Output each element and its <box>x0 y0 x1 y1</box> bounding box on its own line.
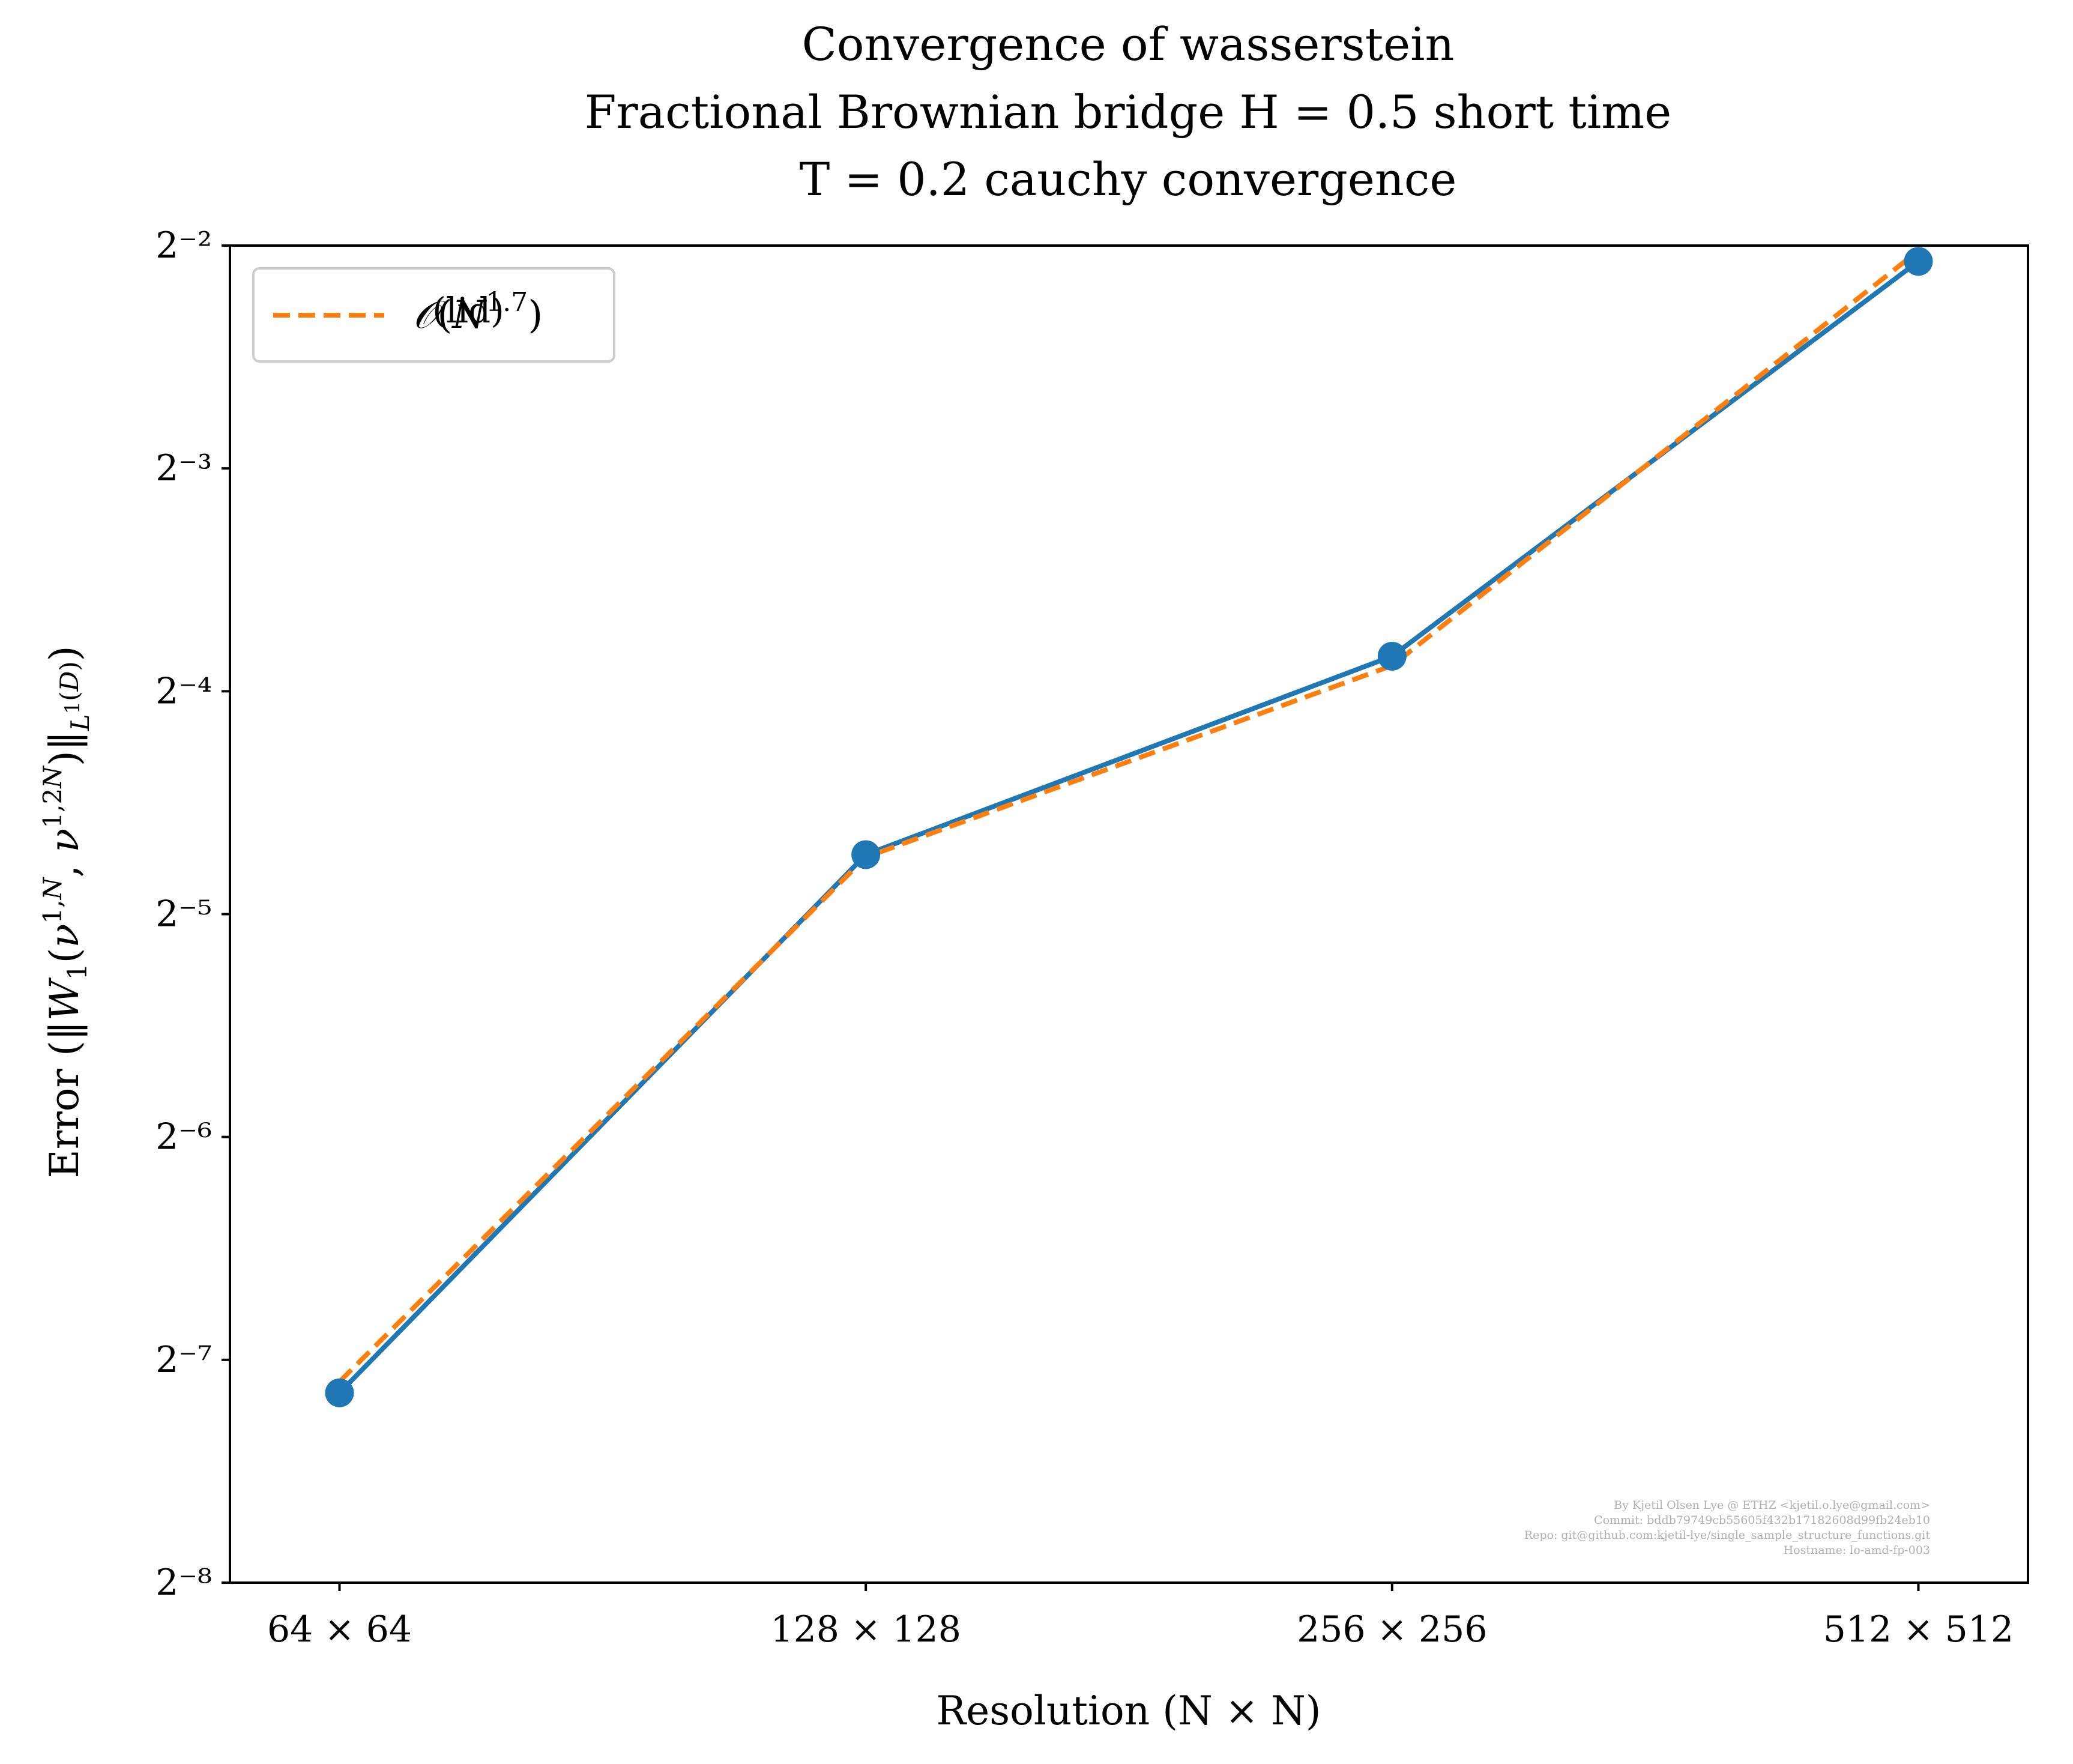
legend-entry-label: 𝒪(N1.7) <box>413 287 543 337</box>
series-line-reference-order <box>337 249 1920 1383</box>
x-axis-ticks: 64 × 64 128 × 128 256 × 256 512 × 512 <box>267 1583 2014 1651</box>
watermark-line: By Kjetil Olsen Lye @ ETHZ <kjetil.o.lye… <box>1614 1499 1930 1512</box>
x-tick-label: 64 × 64 <box>267 1608 412 1651</box>
legend-box <box>252 267 615 363</box>
x-tick-label: 512 × 512 <box>1823 1608 2014 1651</box>
data-point-marker <box>1377 641 1407 671</box>
x-tick-label: 128 × 128 <box>770 1608 961 1651</box>
x-tick-label: 256 × 256 <box>1297 1608 1487 1651</box>
y-tick-label: 2⁻⁸ <box>155 1562 212 1604</box>
y-tick-label: 2⁻⁴ <box>155 670 212 712</box>
chart-title-line: Convergence of wasserstein <box>802 17 1455 71</box>
y-tick-label: 2⁻³ <box>155 447 212 489</box>
watermark-line: Commit: bddb79749cb55605f432b17182608d99… <box>1594 1514 1930 1527</box>
watermark: By Kjetil Olsen Lye @ ETHZ <kjetil.o.lye… <box>1524 1499 1931 1557</box>
chart-title-line: Fractional Brownian bridge H = 0.5 short… <box>585 85 1672 139</box>
y-tick-label: 2⁻⁵ <box>155 893 212 935</box>
series-layer <box>325 247 1933 1407</box>
data-point-marker <box>851 840 881 869</box>
y-tick-label: 2⁻⁶ <box>155 1116 212 1158</box>
axes-frame <box>229 244 2029 1584</box>
x-axis-label: Resolution (N × N) <box>936 1688 1321 1734</box>
plot-area <box>230 246 2028 1583</box>
legend-faint-text: (lid) <box>432 290 504 331</box>
data-point-marker <box>1904 247 1933 276</box>
y-axis-ticks: 2⁻² 2⁻³ 2⁻⁴ 2⁻⁵ 2⁻⁶ 2⁻⁷ 2⁻⁸ <box>155 225 230 1604</box>
legend: (lid) 𝒪(N1.7) <box>252 267 615 363</box>
data-point-marker <box>325 1378 354 1407</box>
chart-title-line: T = 0.2 cauchy convergence <box>800 153 1457 206</box>
chart-title: Convergence of wasserstein Fractional Bro… <box>585 17 1672 206</box>
y-tick-label: 2⁻⁷ <box>155 1339 212 1381</box>
series-line-measured <box>337 259 1920 1395</box>
watermark-line: Repo: git@github.com:kjetil-lye/single_s… <box>1524 1529 1931 1542</box>
y-axis-label: Error (‖W1(ν1,N, ν1,2N)‖L1(D)) <box>38 646 95 1179</box>
watermark-line: Hostname: lo-amd-fp-003 <box>1784 1544 1930 1557</box>
y-tick-label: 2⁻² <box>155 225 212 267</box>
